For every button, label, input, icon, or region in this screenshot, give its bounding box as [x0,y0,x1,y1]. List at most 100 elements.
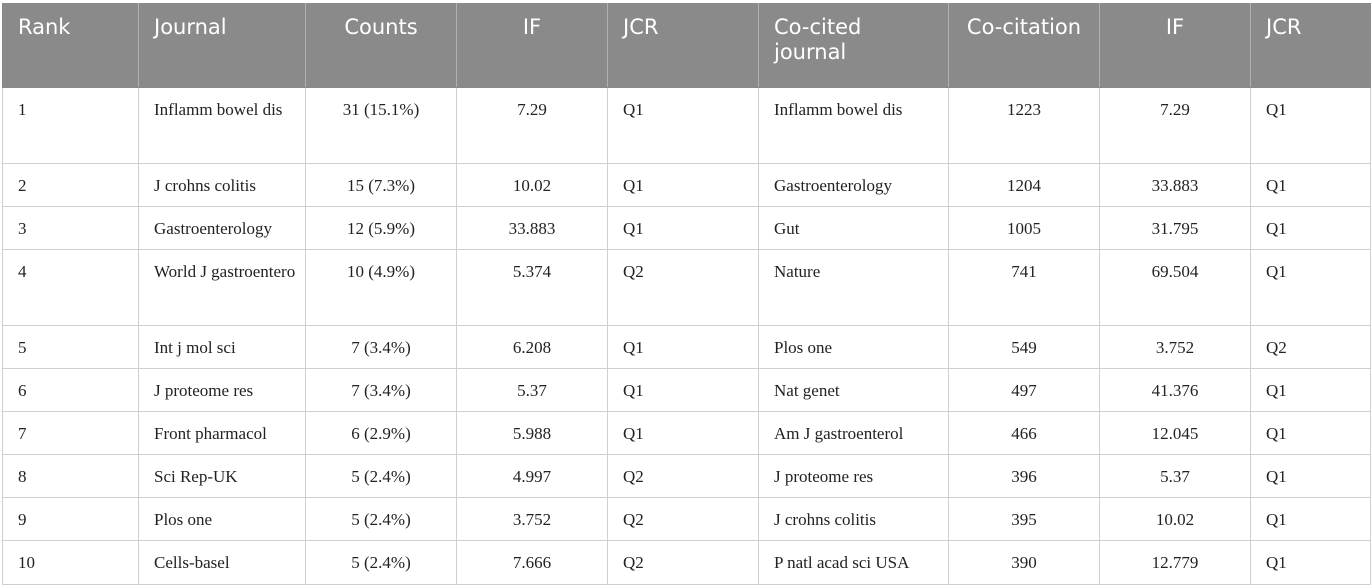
cell-co-jcr: Q1 [1250,540,1371,585]
cell-journal: Gastroenterology [138,206,306,250]
cell-jcr: Q2 [607,540,759,585]
cell-if: 7.666 [456,540,608,585]
table-row: 7 Front pharmacol 6 (2.9%) 5.988 Q1 Am J… [2,411,1371,455]
cell-co-jcr: Q1 [1250,163,1371,207]
cell-co-jcr: Q1 [1250,87,1371,164]
table-row: 9 Plos one 5 (2.4%) 3.752 Q2 J crohns co… [2,497,1371,541]
cell-co-jcr: Q1 [1250,454,1371,498]
cell-co-cited-journal: Gut [758,206,949,250]
cell-rank: 8 [2,454,139,498]
table-row: 2 J crohns colitis 15 (7.3%) 10.02 Q1 Ga… [2,163,1371,207]
cell-co-citation: 396 [948,454,1100,498]
cell-if: 3.752 [456,497,608,541]
cell-co-if: 69.504 [1099,249,1251,326]
cell-jcr: Q1 [607,325,759,369]
cell-if: 6.208 [456,325,608,369]
cell-counts: 5 (2.4%) [305,454,457,498]
header-jcr: JCR [607,3,759,88]
cell-rank: 7 [2,411,139,455]
cell-co-jcr: Q2 [1250,325,1371,369]
cell-rank: 1 [2,87,139,164]
table-row: 4 World J gastroentero 10 (4.9%) 5.374 Q… [2,249,1371,326]
cell-jcr: Q1 [607,163,759,207]
cell-co-cited-journal: Nature [758,249,949,326]
cell-if: 33.883 [456,206,608,250]
cell-co-citation: 741 [948,249,1100,326]
cell-rank: 5 [2,325,139,369]
cell-if: 7.29 [456,87,608,164]
table-row: 5 Int j mol sci 7 (3.4%) 6.208 Q1 Plos o… [2,325,1371,369]
cell-journal: Plos one [138,497,306,541]
cell-co-if: 33.883 [1099,163,1251,207]
cell-journal: J proteome res [138,368,306,412]
cell-co-citation: 395 [948,497,1100,541]
cell-co-cited-journal: J proteome res [758,454,949,498]
cell-journal: Inflamm bowel dis [138,87,306,164]
cell-co-if: 31.795 [1099,206,1251,250]
cell-co-citation: 549 [948,325,1100,369]
cell-rank: 3 [2,206,139,250]
cell-counts: 7 (3.4%) [305,368,457,412]
header-co-cited-journal: Co-cited journal [758,3,949,88]
cell-co-citation: 466 [948,411,1100,455]
header-if: IF [456,3,608,88]
cell-counts: 10 (4.9%) [305,249,457,326]
cell-journal: Cells-basel [138,540,306,585]
cell-if: 5.988 [456,411,608,455]
cell-co-jcr: Q1 [1250,249,1371,326]
cell-jcr: Q2 [607,249,759,326]
cell-co-cited-journal: Gastroenterology [758,163,949,207]
cell-co-if: 41.376 [1099,368,1251,412]
cell-rank: 10 [2,540,139,585]
cell-jcr: Q2 [607,454,759,498]
cell-journal: Int j mol sci [138,325,306,369]
cell-rank: 2 [2,163,139,207]
cell-co-citation: 1005 [948,206,1100,250]
cell-co-if: 10.02 [1099,497,1251,541]
cell-rank: 9 [2,497,139,541]
cell-jcr: Q1 [607,87,759,164]
cell-co-if: 5.37 [1099,454,1251,498]
table-row: 8 Sci Rep-UK 5 (2.4%) 4.997 Q2 J proteom… [2,454,1371,498]
cell-co-jcr: Q1 [1250,497,1371,541]
cell-counts: 12 (5.9%) [305,206,457,250]
table-row: 10 Cells-basel 5 (2.4%) 7.666 Q2 P natl … [2,540,1371,585]
cell-co-cited-journal: Plos one [758,325,949,369]
cell-journal: Sci Rep-UK [138,454,306,498]
cell-co-if: 12.779 [1099,540,1251,585]
cell-jcr: Q1 [607,411,759,455]
cell-counts: 15 (7.3%) [305,163,457,207]
cell-co-citation: 1223 [948,87,1100,164]
cell-rank: 4 [2,249,139,326]
cell-co-if: 12.045 [1099,411,1251,455]
cell-journal: World J gastroentero [138,249,306,326]
cell-counts: 7 (3.4%) [305,325,457,369]
cell-jcr: Q2 [607,497,759,541]
cell-co-cited-journal: Inflamm bowel dis [758,87,949,164]
cell-if: 10.02 [456,163,608,207]
header-co-jcr: JCR [1250,3,1371,88]
cell-co-if: 3.752 [1099,325,1251,369]
cell-counts: 6 (2.9%) [305,411,457,455]
cell-co-cited-journal: Nat genet [758,368,949,412]
cell-if: 5.374 [456,249,608,326]
cell-co-if: 7.29 [1099,87,1251,164]
cell-co-cited-journal: Am J gastroenterol [758,411,949,455]
cell-co-citation: 1204 [948,163,1100,207]
header-journal: Journal [138,3,306,88]
cell-co-jcr: Q1 [1250,368,1371,412]
cell-journal: J crohns colitis [138,163,306,207]
table-row: 6 J proteome res 7 (3.4%) 5.37 Q1 Nat ge… [2,368,1371,412]
header-rank: Rank [2,3,139,88]
cell-if: 4.997 [456,454,608,498]
table-row: 1 Inflamm bowel dis 31 (15.1%) 7.29 Q1 I… [2,87,1371,164]
header-co-citation: Co-citation [948,3,1100,88]
cell-if: 5.37 [456,368,608,412]
cell-co-citation: 497 [948,368,1100,412]
cell-counts: 31 (15.1%) [305,87,457,164]
cell-rank: 6 [2,368,139,412]
cell-jcr: Q1 [607,368,759,412]
journals-table: Rank Journal Counts IF JCR Co-cited jour… [2,3,1371,585]
cell-co-jcr: Q1 [1250,411,1371,455]
cell-co-citation: 390 [948,540,1100,585]
